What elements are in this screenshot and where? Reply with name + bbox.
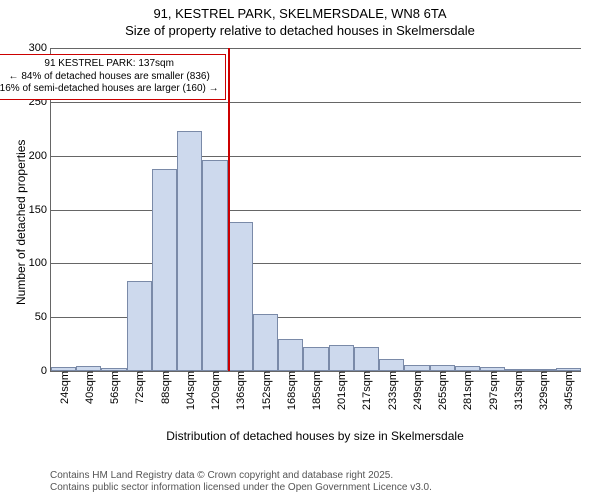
footer-line2: Contains public sector information licen… (50, 482, 600, 494)
x-tick-label: 56sqm (107, 371, 121, 404)
x-axis-title: Distribution of detached houses by size … (50, 429, 580, 443)
x-tick-label: 40sqm (82, 371, 96, 404)
x-tick-label: 120sqm (208, 371, 222, 410)
histogram-bar (177, 131, 202, 371)
y-tick-label: 300 (17, 42, 51, 54)
x-tick-label: 281sqm (460, 371, 474, 410)
histogram-bar (379, 359, 404, 371)
x-tick-label: 233sqm (385, 371, 399, 410)
histogram-bar (228, 222, 253, 371)
x-tick-label: 152sqm (259, 371, 273, 410)
x-tick-label: 72sqm (132, 371, 146, 404)
annotation-line: ← 84% of detached houses are smaller (83… (0, 71, 219, 84)
gridline (51, 102, 581, 103)
x-tick-label: 297sqm (486, 371, 500, 410)
histogram-bar (354, 347, 379, 371)
x-tick-label: 249sqm (410, 371, 424, 410)
chart-footer: Contains HM Land Registry data © Crown c… (0, 470, 600, 494)
x-tick-label: 265sqm (435, 371, 449, 410)
footer-line1: Contains HM Land Registry data © Crown c… (50, 470, 600, 482)
annotation-line: 91 KESTREL PARK: 137sqm (0, 58, 219, 71)
histogram-bar (253, 314, 278, 371)
property-marker-line (228, 48, 230, 371)
x-tick-label: 168sqm (284, 371, 298, 410)
x-tick-label: 329sqm (536, 371, 550, 410)
histogram-bar (278, 339, 303, 371)
x-tick-label: 185sqm (309, 371, 323, 410)
chart-title-line1: 91, KESTREL PARK, SKELMERSDALE, WN8 6TA (0, 0, 600, 23)
annotation-box: 91 KESTREL PARK: 137sqm← 84% of detached… (0, 54, 226, 100)
x-tick-label: 104sqm (183, 371, 197, 410)
y-tick-label: 50 (17, 311, 51, 323)
gridline (51, 263, 581, 264)
histogram-bar (303, 347, 328, 371)
annotation-line: 16% of semi-detached houses are larger (… (0, 83, 219, 96)
x-tick-label: 88sqm (158, 371, 172, 404)
x-tick-label: 217sqm (359, 371, 373, 410)
y-tick-label: 0 (17, 365, 51, 377)
plot-area: 05010015020025030024sqm40sqm56sqm72sqm88… (50, 48, 581, 372)
histogram-bar (202, 160, 227, 371)
gridline (51, 48, 581, 49)
chart-container: 91, KESTREL PARK, SKELMERSDALE, WN8 6TA … (0, 0, 600, 500)
histogram-bar (329, 345, 354, 371)
y-axis-title: Number of detached properties (14, 139, 28, 304)
gridline (51, 156, 581, 157)
histogram-bar (127, 281, 152, 371)
x-tick-label: 136sqm (233, 371, 247, 410)
x-tick-label: 313sqm (511, 371, 525, 410)
x-tick-label: 24sqm (57, 371, 71, 404)
chart-title-line2: Size of property relative to detached ho… (0, 23, 600, 42)
x-tick-label: 201sqm (334, 371, 348, 410)
histogram-bar (152, 169, 177, 371)
gridline (51, 210, 581, 211)
x-tick-label: 345sqm (561, 371, 575, 410)
